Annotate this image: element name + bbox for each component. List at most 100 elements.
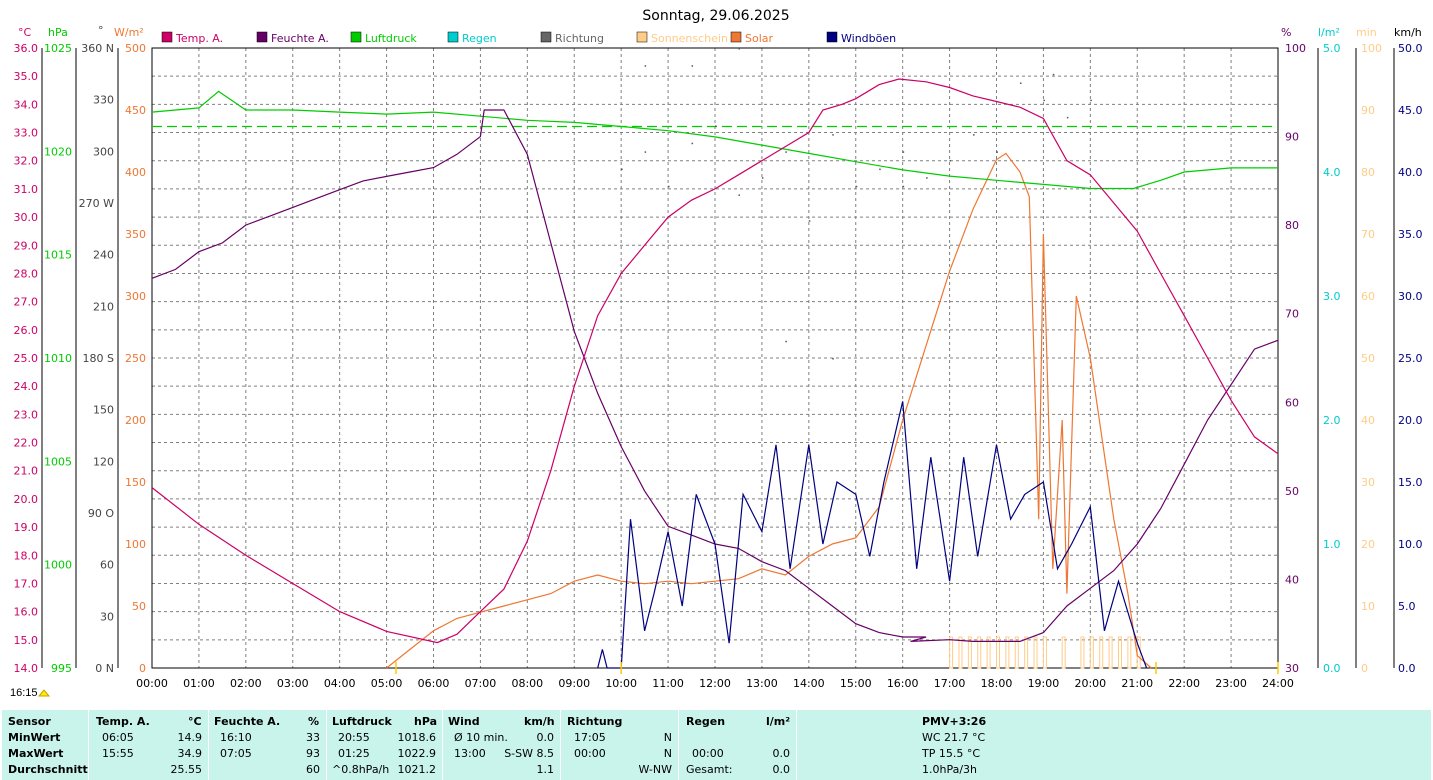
direction-tick: 360 N — [81, 42, 114, 55]
x-tick: 02:00 — [230, 677, 262, 690]
legend-swatch — [636, 31, 648, 43]
wind-tick: 10.0 — [1398, 538, 1423, 551]
humidity-line — [151, 109, 1279, 643]
header-direction: Richtung — [567, 715, 623, 728]
direction-point — [691, 65, 694, 67]
x-tick: 19:00 — [1028, 677, 1060, 690]
temp-tick: 23.0 — [14, 408, 39, 421]
rain-tick: 2.0 — [1323, 414, 1341, 427]
temp-unit: °C — [18, 26, 32, 39]
temp-tick: 25.0 — [14, 352, 39, 365]
header-pressure-unit: hPa — [414, 715, 438, 728]
direction-point — [926, 177, 928, 179]
header-pressure: Luftdruck — [332, 715, 392, 728]
x-tick: 09:00 — [558, 677, 590, 690]
temp-tick: 21.0 — [14, 465, 39, 478]
row-max-temp-time: 15:55 — [102, 747, 134, 760]
row-max-dir-val: N — [663, 747, 672, 760]
legend-swatch — [826, 31, 838, 43]
sunshine-bar — [967, 636, 972, 669]
direction-point — [832, 358, 834, 360]
sunshine-bar — [1014, 636, 1019, 669]
humidity-tick: 40 — [1285, 573, 1299, 586]
legend-label: Temp. A. — [175, 32, 223, 45]
solar-tick: 50 — [132, 600, 146, 613]
temp-tick: 19.0 — [14, 521, 39, 534]
row-min-wind-label: Ø 10 min. — [454, 731, 508, 744]
direction-point — [949, 159, 952, 162]
direction-point — [1043, 99, 1045, 102]
row-avg-label: Durchschnitt — [8, 763, 88, 776]
wind-tick: 45.0 — [1398, 104, 1423, 117]
sunshine-bar — [1061, 636, 1066, 669]
x-tick: 22:00 — [1168, 677, 1200, 690]
temp-tick: 18.0 — [14, 549, 39, 562]
solar-line — [386, 152, 1152, 669]
header-rain-unit: l/m² — [766, 715, 791, 728]
sunshine-tick: 40 — [1361, 414, 1375, 427]
temp-tick: 35.0 — [14, 70, 39, 83]
direction-tick: 300 — [93, 145, 114, 158]
direction-tick: 270 W — [79, 197, 114, 210]
legend-label: Windböen — [841, 32, 896, 45]
pressure-tick: 995 — [51, 662, 72, 675]
sunshine-bar — [1108, 636, 1113, 669]
rain-tick: 5.0 — [1323, 42, 1341, 55]
legend-swatch — [161, 31, 173, 43]
direction-tick: 90 O — [88, 507, 114, 520]
row-avg-press-val: 1021.2 — [397, 763, 437, 776]
pressure-tick: 1020 — [44, 145, 72, 158]
direction-point — [855, 185, 858, 188]
direction-point — [668, 185, 670, 188]
sunshine-tick: 80 — [1361, 166, 1375, 179]
temp-tick: 30.0 — [14, 211, 39, 224]
direction-point — [1090, 99, 1092, 102]
x-tick: 13:00 — [746, 677, 778, 690]
pressure-tick: 1010 — [44, 352, 72, 365]
wind-tick: 50.0 — [1398, 42, 1423, 55]
direction-point — [738, 194, 740, 196]
header-temp: Temp. A. — [96, 715, 150, 728]
sunshine-bar — [1136, 636, 1141, 669]
row-avg-wind-val: 1.1 — [536, 763, 555, 776]
temperature-line — [151, 78, 1279, 644]
row-max-dir-time: 00:00 — [574, 747, 606, 760]
header-wind: Wind — [448, 715, 480, 728]
rain-unit: l/m² — [1318, 26, 1340, 39]
direction-tick: 60 — [100, 559, 114, 572]
sunshine-bar — [1042, 636, 1047, 669]
sunshine-bar — [1005, 636, 1010, 669]
x-tick: 14:00 — [793, 677, 825, 690]
wind-tick: 35.0 — [1398, 228, 1423, 241]
sunshine-bar — [996, 636, 1000, 669]
x-tick: 03:00 — [277, 677, 309, 690]
row-min-dir-time: 17:05 — [574, 731, 606, 744]
humidity-tick: 50 — [1285, 485, 1299, 498]
row-min-press-val: 1018.6 — [397, 731, 437, 744]
direction-point — [1052, 73, 1055, 76]
solar-tick: 350 — [125, 228, 146, 241]
row-avg-temp-val: 25.55 — [170, 763, 203, 776]
direction-point — [738, 48, 740, 50]
legend-swatch — [350, 31, 362, 43]
legend-label: Sonnenschein — [651, 32, 728, 45]
temp-tick: 24.0 — [14, 380, 39, 393]
row-min-extra: WC 21.7 °C — [922, 731, 986, 744]
humidity-tick: 60 — [1285, 396, 1299, 409]
temp-tick: 15.0 — [14, 634, 39, 647]
row-max-extra: TP 15.5 °C — [922, 747, 981, 760]
direction-tick: 210 — [93, 300, 114, 313]
temp-tick: 22.0 — [14, 437, 39, 450]
row-min-wind-val: 0.0 — [536, 731, 555, 744]
sunshine-bar — [986, 636, 991, 669]
pressure-line — [151, 90, 1278, 190]
current-time-label: 16:15 — [10, 687, 38, 699]
temp-tick: 27.0 — [14, 296, 39, 309]
header-rain: Regen — [686, 715, 726, 728]
x-tick: 12:00 — [699, 677, 731, 690]
x-tick: 05:00 — [371, 677, 403, 690]
solar-tick: 400 — [125, 166, 146, 179]
sunshine-bar — [1033, 636, 1038, 669]
temp-tick: 26.0 — [14, 324, 39, 337]
x-tick: 24:00 — [1262, 677, 1294, 690]
